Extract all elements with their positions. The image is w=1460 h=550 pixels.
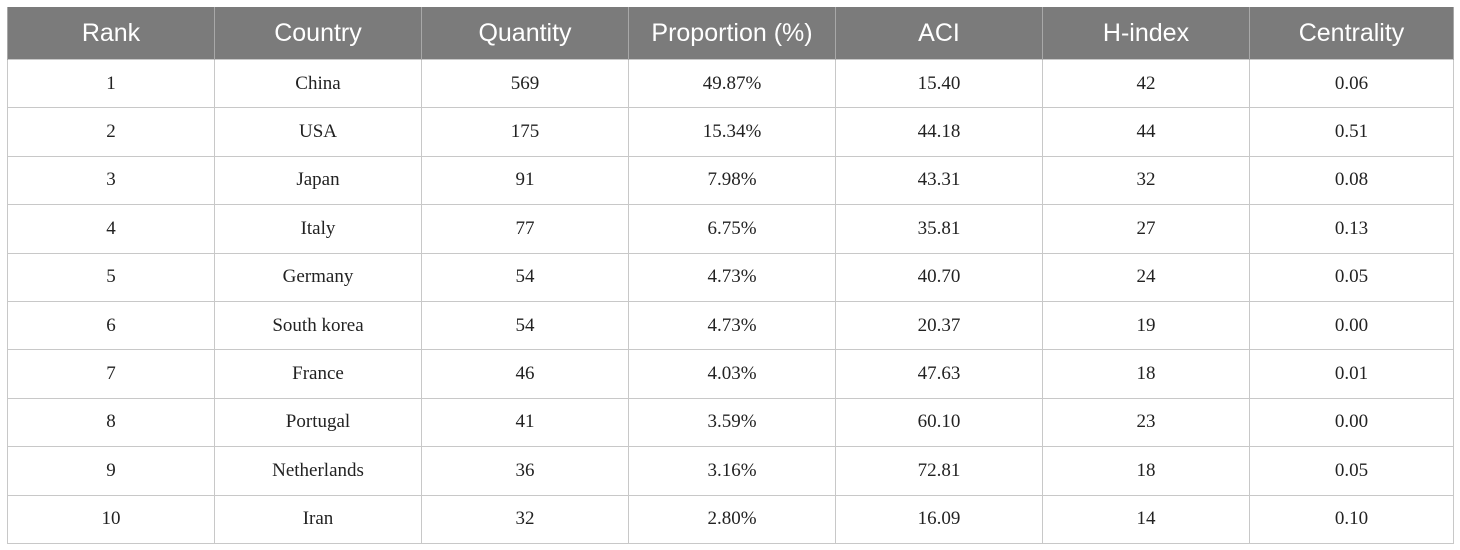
cell-aci: 72.81 [835,446,1043,496]
cell-country: Iran [214,494,422,544]
cell-aci: 20.37 [835,300,1043,351]
cell-proportion: 49.87% [628,58,836,109]
cell-proportion: 4.03% [628,349,836,399]
cell-country: France [214,349,422,399]
cell-proportion: 3.59% [628,397,836,448]
cell-rank: 5 [7,252,215,302]
cell-country: USA [214,107,422,157]
cell-country: Netherlands [214,446,422,496]
cell-aci: 35.81 [835,204,1043,254]
cell-centrality: 0.06 [1249,58,1454,109]
cell-proportion: 2.80% [628,494,836,544]
table-row: 10 Iran 32 2.80% 16.09 14 0.10 [7,494,1454,544]
header-row: Rank Country Quantity Proportion (%) ACI… [7,7,1454,60]
cell-h-index: 23 [1042,397,1250,448]
table-row: 6 South korea 54 4.73% 20.37 19 0.00 [7,300,1454,351]
table-row: 1 China 569 49.87% 15.40 42 0.06 [7,58,1454,109]
cell-rank: 9 [7,446,215,496]
cell-centrality: 0.00 [1249,300,1454,351]
cell-centrality: 0.51 [1249,107,1454,157]
cell-h-index: 32 [1042,155,1250,206]
table-body: 1 China 569 49.87% 15.40 42 0.06 2 USA 1… [7,58,1454,544]
cell-country: Italy [214,204,422,254]
cell-country: China [214,58,422,109]
header-rank: Rank [7,7,215,60]
table-row: 3 Japan 91 7.98% 43.31 32 0.08 [7,155,1454,206]
cell-quantity: 32 [421,494,629,544]
table-row: 5 Germany 54 4.73% 40.70 24 0.05 [7,252,1454,302]
cell-quantity: 175 [421,107,629,157]
table-header: Rank Country Quantity Proportion (%) ACI… [7,7,1454,60]
cell-quantity: 91 [421,155,629,206]
cell-quantity: 77 [421,204,629,254]
cell-quantity: 569 [421,58,629,109]
cell-rank: 7 [7,349,215,399]
cell-rank: 6 [7,300,215,351]
cell-centrality: 0.05 [1249,446,1454,496]
header-proportion: Proportion (%) [628,7,836,60]
cell-quantity: 41 [421,397,629,448]
cell-centrality: 0.10 [1249,494,1454,544]
cell-aci: 60.10 [835,397,1043,448]
cell-aci: 16.09 [835,494,1043,544]
cell-rank: 3 [7,155,215,206]
cell-h-index: 44 [1042,107,1250,157]
header-country: Country [214,7,422,60]
cell-centrality: 0.13 [1249,204,1454,254]
cell-centrality: 0.00 [1249,397,1454,448]
cell-centrality: 0.05 [1249,252,1454,302]
cell-h-index: 19 [1042,300,1250,351]
cell-rank: 1 [7,58,215,109]
table-row: 9 Netherlands 36 3.16% 72.81 18 0.05 [7,446,1454,496]
cell-country: Germany [214,252,422,302]
country-table-container: Rank Country Quantity Proportion (%) ACI… [7,7,1454,544]
cell-quantity: 36 [421,446,629,496]
cell-h-index: 14 [1042,494,1250,544]
cell-aci: 40.70 [835,252,1043,302]
cell-proportion: 4.73% [628,300,836,351]
table-row: 2 USA 175 15.34% 44.18 44 0.51 [7,107,1454,157]
cell-aci: 15.40 [835,58,1043,109]
cell-quantity: 54 [421,252,629,302]
cell-h-index: 27 [1042,204,1250,254]
country-ranking-table: Rank Country Quantity Proportion (%) ACI… [7,7,1454,544]
cell-rank: 2 [7,107,215,157]
cell-h-index: 42 [1042,58,1250,109]
cell-quantity: 46 [421,349,629,399]
header-quantity: Quantity [421,7,629,60]
cell-centrality: 0.01 [1249,349,1454,399]
cell-h-index: 24 [1042,252,1250,302]
cell-country: South korea [214,300,422,351]
cell-country: Japan [214,155,422,206]
table-row: 7 France 46 4.03% 47.63 18 0.01 [7,349,1454,399]
cell-proportion: 3.16% [628,446,836,496]
cell-rank: 10 [7,494,215,544]
cell-proportion: 6.75% [628,204,836,254]
cell-rank: 8 [7,397,215,448]
cell-proportion: 4.73% [628,252,836,302]
cell-aci: 47.63 [835,349,1043,399]
cell-aci: 43.31 [835,155,1043,206]
table-row: 4 Italy 77 6.75% 35.81 27 0.13 [7,204,1454,254]
cell-centrality: 0.08 [1249,155,1454,206]
cell-h-index: 18 [1042,446,1250,496]
cell-proportion: 7.98% [628,155,836,206]
cell-quantity: 54 [421,300,629,351]
header-centrality: Centrality [1249,7,1454,60]
table-row: 8 Portugal 41 3.59% 60.10 23 0.00 [7,397,1454,448]
cell-country: Portugal [214,397,422,448]
cell-proportion: 15.34% [628,107,836,157]
header-h-index: H-index [1042,7,1250,60]
cell-aci: 44.18 [835,107,1043,157]
cell-rank: 4 [7,204,215,254]
header-aci: ACI [835,7,1043,60]
cell-h-index: 18 [1042,349,1250,399]
